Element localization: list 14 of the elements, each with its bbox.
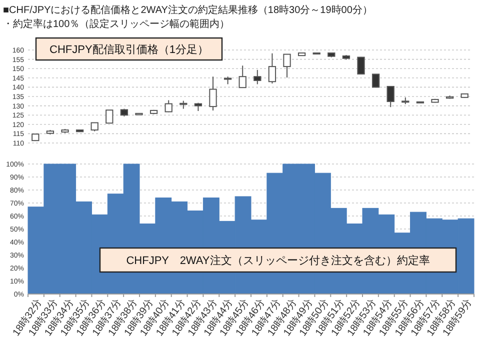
annotation: CHFJPY 2WAY注文（スリッページ付き注文を含む）約定率 bbox=[126, 254, 430, 267]
candlestick bbox=[283, 54, 291, 78]
candlestick bbox=[357, 56, 365, 75]
annotation: CHFJPY配信取引価格（1分足） bbox=[50, 44, 208, 56]
candlestick bbox=[372, 73, 380, 88]
candlestick bbox=[386, 86, 394, 108]
chart-title: ■CHF/JPYにおける配信価格と2WAY注文の約定結果推移（18時30分～19時00分） bbox=[3, 4, 372, 16]
chart-subtitle: ・約定率は100％（設定スリッページ幅の範囲内） bbox=[3, 18, 230, 30]
candlestick bbox=[209, 76, 217, 111]
candlestick bbox=[238, 65, 246, 88]
candlestick bbox=[164, 100, 172, 113]
candlestick bbox=[268, 52, 276, 84]
candlestick bbox=[106, 110, 114, 124]
candlestick bbox=[254, 69, 262, 85]
